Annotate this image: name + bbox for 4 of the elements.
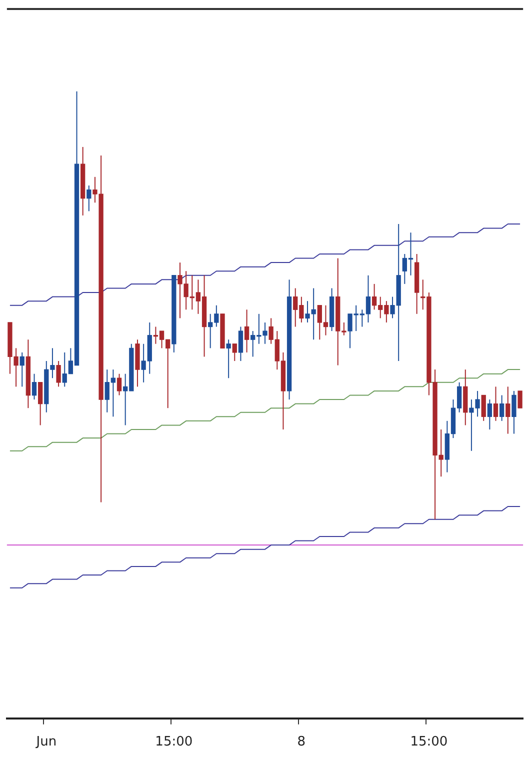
x-tick-label: 15:00 [155,734,193,750]
x-tick-label: 15:00 [410,734,448,750]
x-tick-label: 8 [297,734,306,750]
x-tick-label: Jun [35,734,57,750]
